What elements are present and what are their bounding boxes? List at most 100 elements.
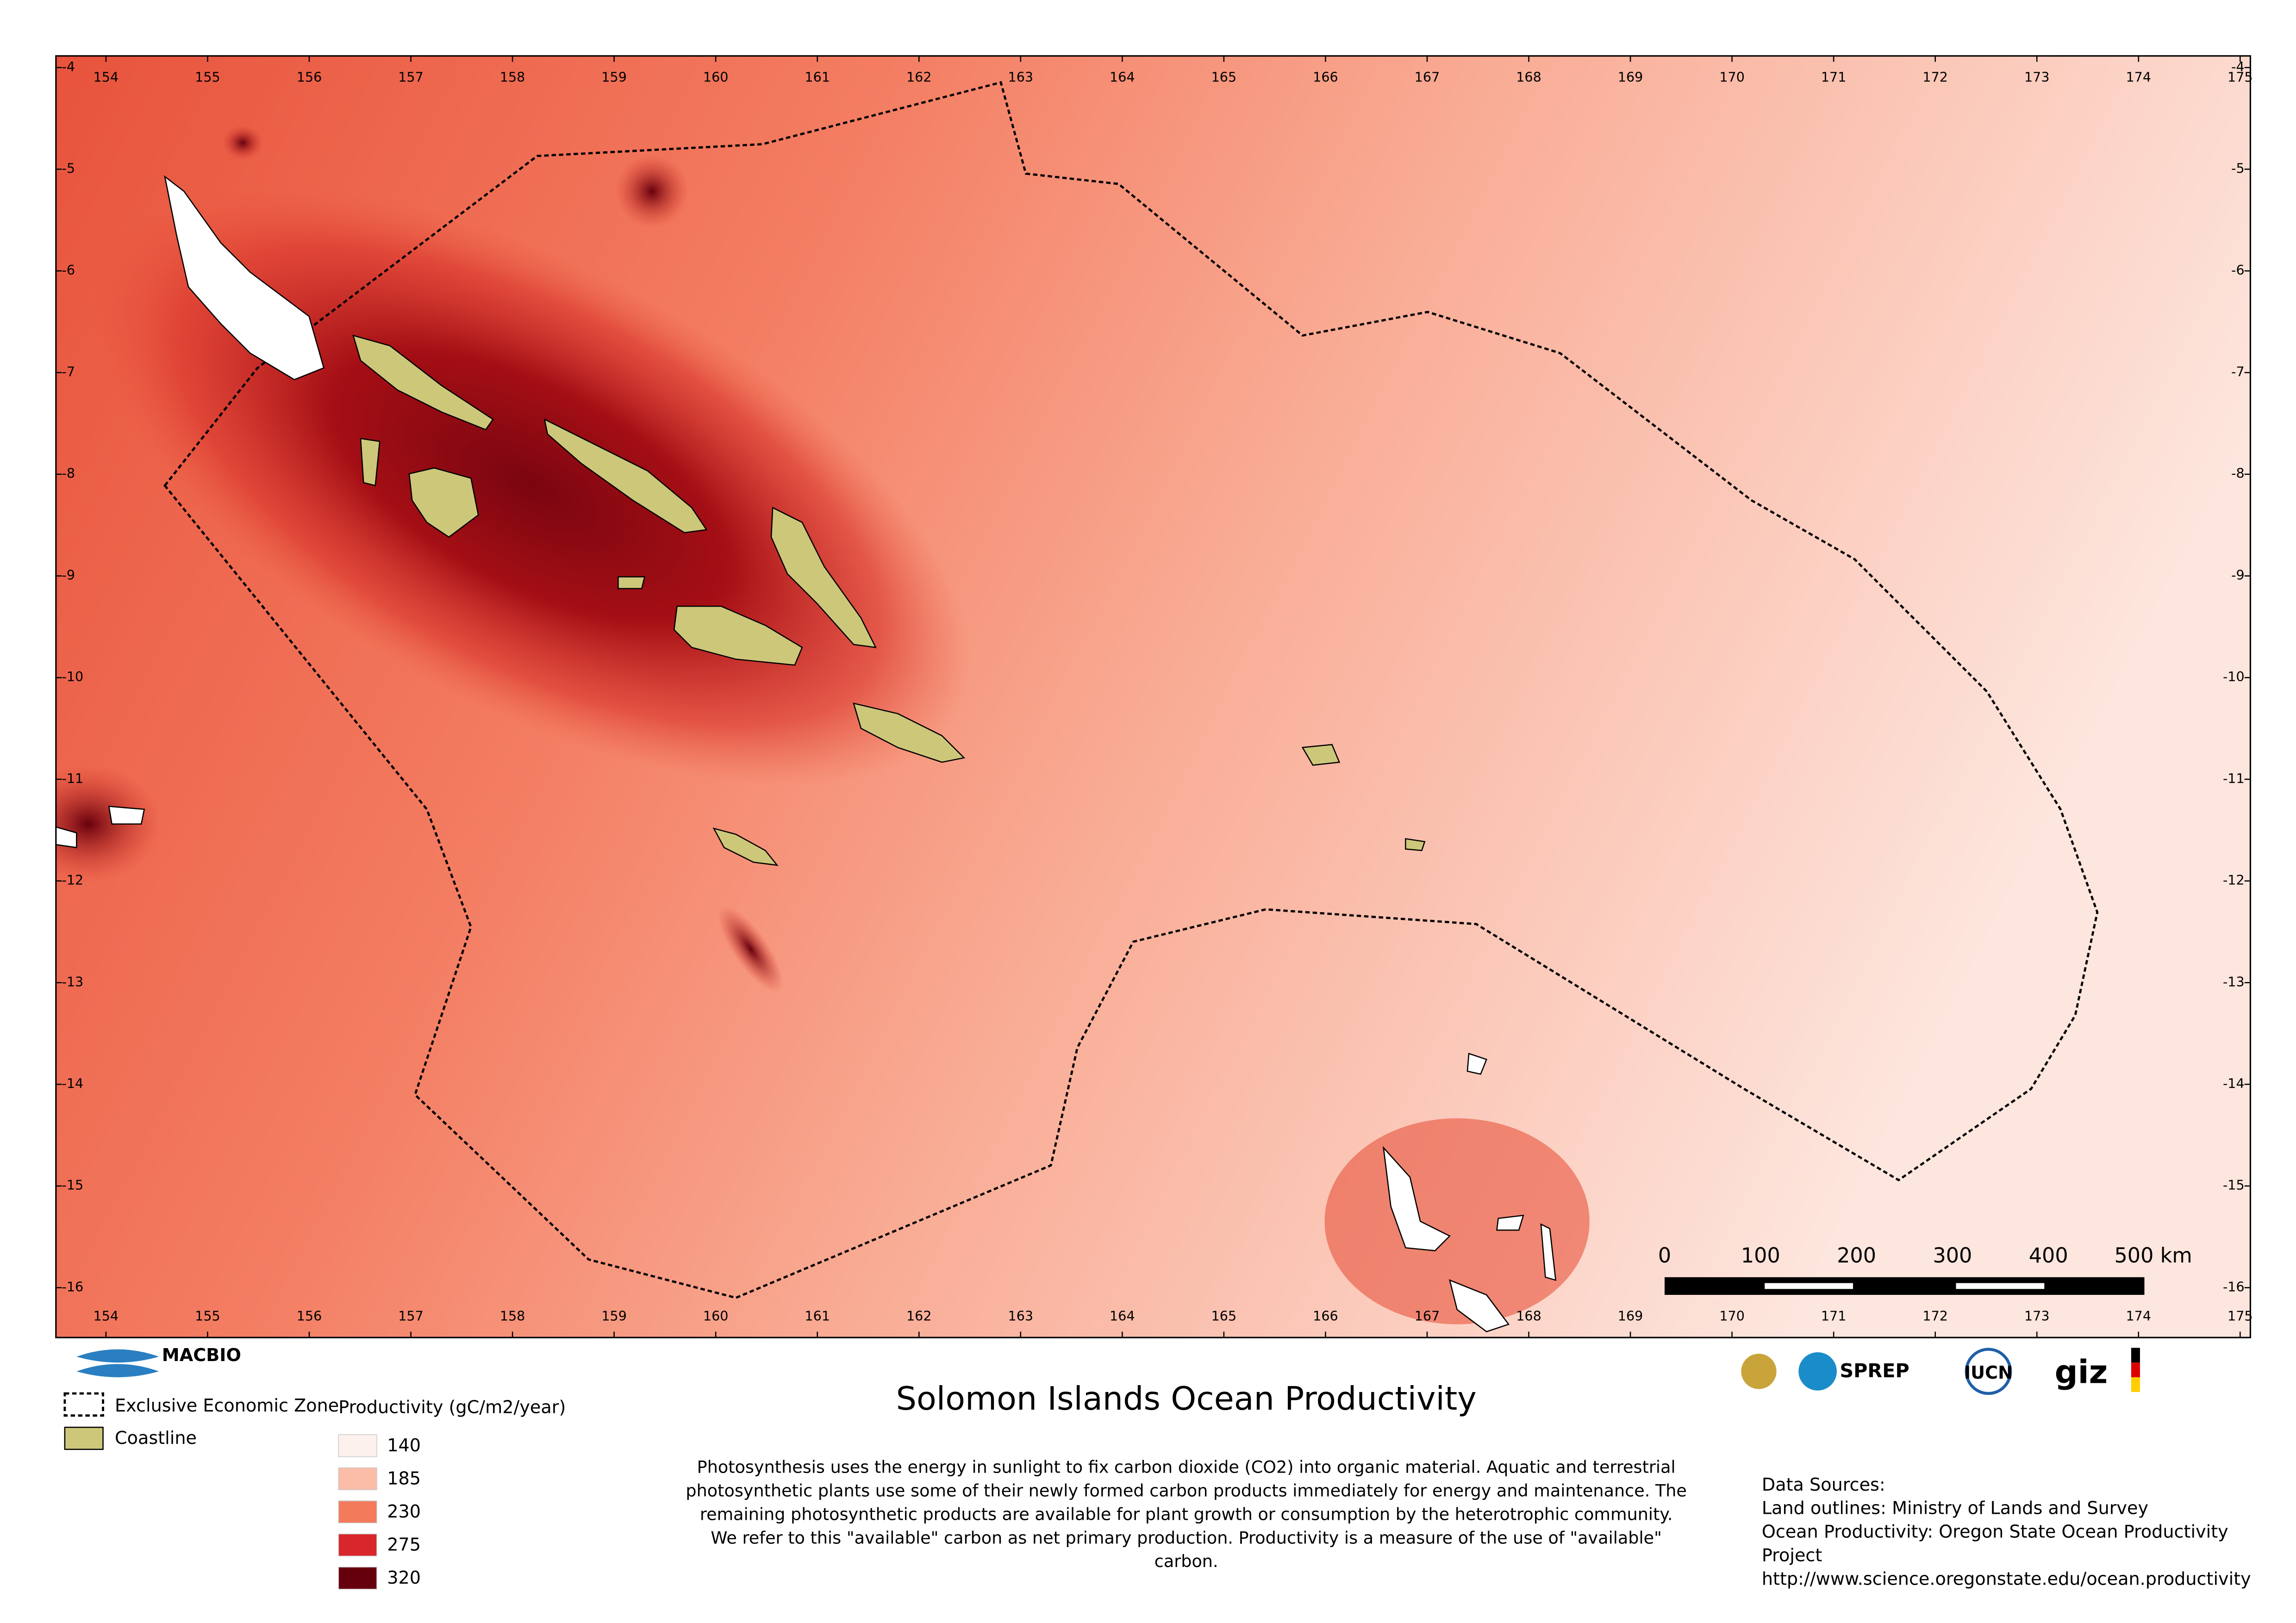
eez-swatch bbox=[63, 1392, 104, 1417]
lon-label: 171 bbox=[1821, 1308, 1847, 1324]
lon-label: 155 bbox=[195, 1308, 220, 1324]
map-title: Solomon Islands Ocean Productivity bbox=[896, 1380, 1477, 1418]
lon-label: 156 bbox=[297, 1308, 322, 1324]
lon-label: 162 bbox=[906, 69, 932, 85]
lon-label: 158 bbox=[500, 1308, 525, 1324]
lat-label: -15 bbox=[2223, 1177, 2245, 1193]
lat-label: -7 bbox=[62, 364, 75, 379]
lon-label: 174 bbox=[2126, 1308, 2151, 1324]
lon-label: 170 bbox=[1719, 1308, 1745, 1324]
lon-label: 173 bbox=[2024, 69, 2050, 85]
eez-boundary bbox=[163, 81, 2099, 1299]
lat-label: -5 bbox=[62, 161, 75, 176]
legend-value: 320 bbox=[387, 1567, 421, 1588]
lon-label: 157 bbox=[398, 69, 424, 85]
description-line: photosynthetic plants use some of their … bbox=[686, 1481, 1687, 1501]
scale-label: 300 bbox=[1933, 1244, 1972, 1268]
lon-label: 171 bbox=[1821, 69, 1847, 85]
legend-productivity-title: Productivity (gC/m2/year) bbox=[338, 1397, 566, 1417]
lon-label: 165 bbox=[1211, 1308, 1237, 1324]
scale-label: 0 bbox=[1658, 1244, 1671, 1268]
lon-label: 159 bbox=[601, 69, 627, 85]
lon-label: 155 bbox=[195, 69, 220, 85]
lat-label: -8 bbox=[62, 466, 75, 481]
scale-label: 500 km bbox=[2114, 1244, 2192, 1268]
lat-label: -11 bbox=[2223, 771, 2245, 786]
lat-label: -16 bbox=[62, 1279, 84, 1294]
lat-label: -10 bbox=[2223, 669, 2245, 684]
logo-macbio: MACBIO bbox=[162, 1345, 241, 1365]
lat-label: -9 bbox=[62, 567, 75, 583]
lon-label: 163 bbox=[1008, 1308, 1034, 1324]
legend-value: 185 bbox=[387, 1468, 421, 1488]
lon-label: 156 bbox=[297, 69, 322, 85]
lat-label: -14 bbox=[2223, 1076, 2245, 1091]
scale-label: 200 bbox=[1837, 1244, 1876, 1268]
lon-label: 159 bbox=[601, 1308, 627, 1324]
lon-label: 169 bbox=[1618, 1308, 1643, 1324]
lon-label: 175 bbox=[2227, 1308, 2253, 1324]
legend-swatch bbox=[338, 1467, 377, 1491]
lon-label: 168 bbox=[1516, 1308, 1541, 1324]
lon-label: 170 bbox=[1719, 69, 1745, 85]
description-line: Photosynthesis uses the energy in sunlig… bbox=[697, 1457, 1676, 1477]
lon-label: 175 bbox=[2227, 69, 2253, 85]
lat-label: -5 bbox=[2231, 161, 2245, 176]
description-line: We refer to this "available" carbon as n… bbox=[711, 1528, 1662, 1548]
lat-label: -10 bbox=[62, 669, 84, 684]
lat-label: -4 bbox=[62, 59, 75, 75]
lat-label: -16 bbox=[2223, 1279, 2245, 1294]
legend-value: 230 bbox=[387, 1501, 421, 1522]
lon-label: 154 bbox=[94, 1308, 119, 1324]
scale-label: 400 bbox=[2029, 1244, 2068, 1268]
lon-label: 168 bbox=[1516, 69, 1541, 85]
legend-value: 275 bbox=[387, 1535, 421, 1555]
lat-label: -8 bbox=[2231, 466, 2245, 481]
lon-label: 173 bbox=[2024, 1308, 2050, 1324]
map-frame bbox=[55, 55, 2252, 1338]
data-sources: Data Sources: Land outlines: Ministry of … bbox=[1762, 1474, 2251, 1589]
scale-bar: 0 100 200 300 400 500 km bbox=[1658, 1244, 2192, 1295]
legend-coastline: Coastline bbox=[115, 1428, 197, 1448]
legend-swatch bbox=[338, 1567, 377, 1590]
scale-label: 100 bbox=[1741, 1244, 1780, 1268]
lat-label: -14 bbox=[62, 1076, 84, 1091]
map-raster bbox=[56, 56, 2251, 1338]
lon-label: 163 bbox=[1008, 69, 1034, 85]
description: Photosynthesis uses the energy in sunlig… bbox=[686, 1457, 1687, 1571]
lon-label: 157 bbox=[398, 1308, 424, 1324]
lat-label: -4 bbox=[2231, 59, 2245, 75]
logo-iucn: IUCN bbox=[1964, 1362, 2013, 1383]
lat-label: -13 bbox=[62, 974, 84, 989]
islands bbox=[55, 175, 1557, 1332]
logos: MACBIO SPREP IUCN giz bbox=[76, 1345, 2140, 1395]
lon-label: 169 bbox=[1618, 69, 1643, 85]
lon-label: 160 bbox=[703, 1308, 729, 1324]
lon-label: 174 bbox=[2126, 69, 2151, 85]
lat-label: -11 bbox=[62, 771, 84, 786]
description-line: carbon. bbox=[1154, 1551, 1218, 1571]
lon-label: 167 bbox=[1415, 1308, 1440, 1324]
source-line: Project bbox=[1762, 1545, 1822, 1565]
lat-label: -7 bbox=[2231, 364, 2245, 379]
source-line: Ocean Productivity: Oregon State Ocean P… bbox=[1762, 1522, 2228, 1542]
lon-label: 164 bbox=[1110, 69, 1135, 85]
lon-label: 161 bbox=[805, 1308, 830, 1324]
legend-swatch bbox=[338, 1434, 377, 1457]
productivity-legend: 140 185 230 275 320 bbox=[338, 1434, 421, 1590]
lon-label: 154 bbox=[94, 69, 119, 85]
logo-sprep: SPREP bbox=[1840, 1360, 1909, 1382]
lat-label: -9 bbox=[2231, 567, 2245, 583]
legend-swatch bbox=[338, 1533, 377, 1557]
lon-label: 172 bbox=[1922, 1308, 1948, 1324]
legend-swatch bbox=[338, 1500, 377, 1524]
lon-label: 161 bbox=[805, 69, 830, 85]
lat-label: -6 bbox=[62, 262, 75, 278]
lon-label: 160 bbox=[703, 69, 729, 85]
source-line: http://www.science.oregonstate.edu/ocean… bbox=[1762, 1568, 2251, 1589]
source-line: Land outlines: Ministry of Lands and Sur… bbox=[1762, 1498, 2148, 1518]
lon-label: 162 bbox=[906, 1308, 932, 1324]
lon-label: 167 bbox=[1415, 69, 1440, 85]
